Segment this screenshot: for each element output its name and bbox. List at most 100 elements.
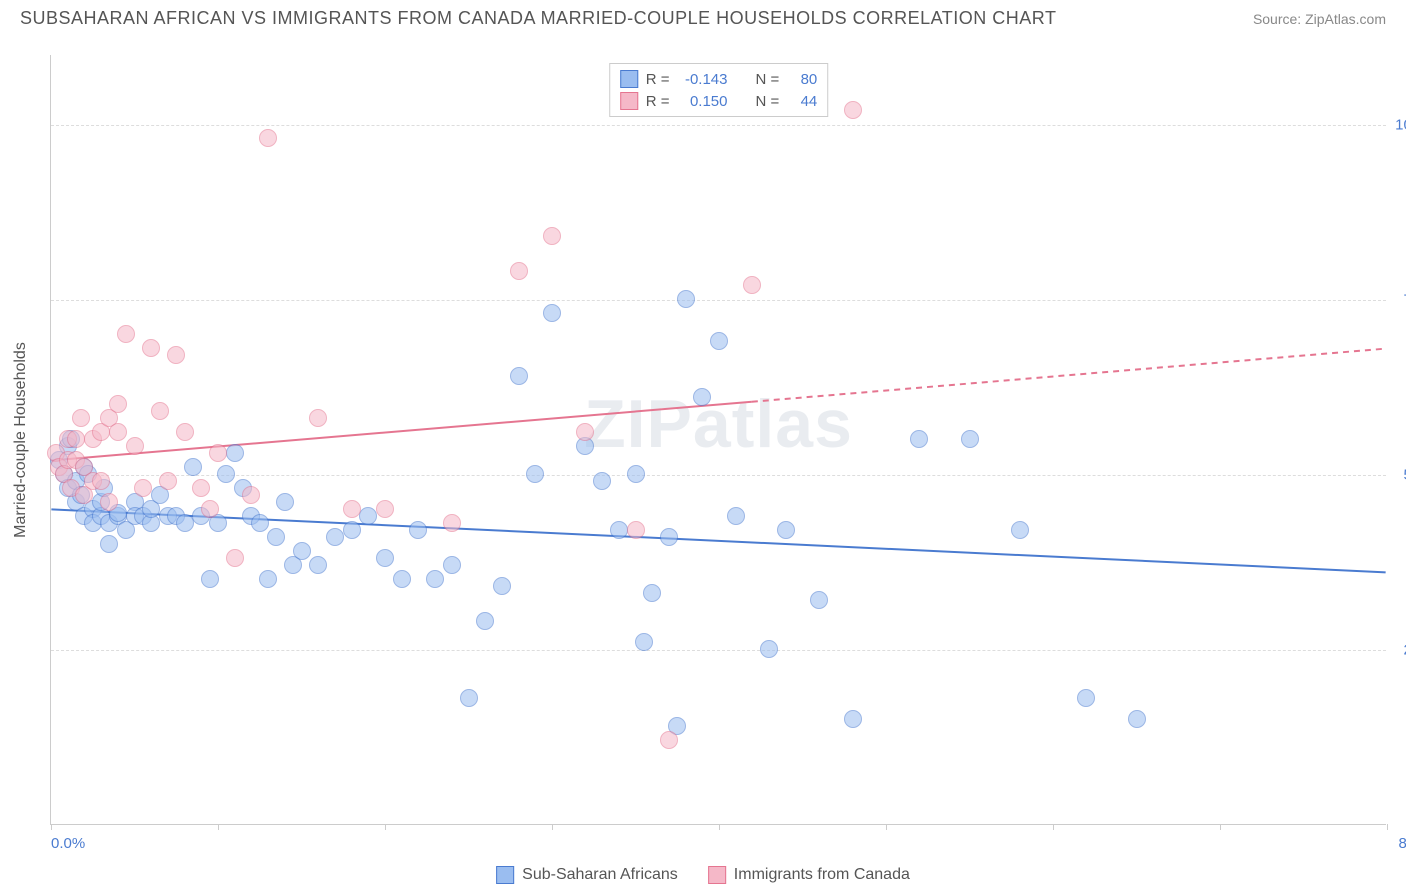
- x-tick-label: 0.0%: [51, 835, 85, 852]
- scatter-point-subsaharan: [727, 507, 745, 525]
- scatter-point-subsaharan: [309, 556, 327, 574]
- scatter-point-canada: [176, 423, 194, 441]
- chart-title: SUBSAHARAN AFRICAN VS IMMIGRANTS FROM CA…: [20, 8, 1056, 29]
- scatter-point-canada: [159, 472, 177, 490]
- scatter-point-canada: [92, 472, 110, 490]
- scatter-point-subsaharan: [267, 528, 285, 546]
- legend-swatch: [708, 866, 726, 884]
- scatter-point-canada: [192, 479, 210, 497]
- scatter-point-subsaharan: [844, 710, 862, 728]
- scatter-point-subsaharan: [293, 542, 311, 560]
- scatter-point-canada: [100, 493, 118, 511]
- x-tick: [51, 824, 52, 830]
- scatter-point-canada: [343, 500, 361, 518]
- scatter-point-subsaharan: [510, 367, 528, 385]
- scatter-point-subsaharan: [593, 472, 611, 490]
- y-tick-label: 50.0%: [1391, 467, 1406, 484]
- scatter-point-canada: [844, 101, 862, 119]
- x-tick: [218, 824, 219, 830]
- scatter-point-subsaharan: [201, 570, 219, 588]
- scatter-point-canada: [242, 486, 260, 504]
- x-tick: [1053, 824, 1054, 830]
- x-tick: [1387, 824, 1388, 830]
- scatter-point-subsaharan: [677, 290, 695, 308]
- source-attribution: Source: ZipAtlas.com: [1253, 11, 1386, 27]
- scatter-point-subsaharan: [176, 514, 194, 532]
- r-label: R =: [646, 71, 670, 88]
- scatter-point-subsaharan: [251, 514, 269, 532]
- y-tick-label: 25.0%: [1391, 642, 1406, 659]
- r-value: 0.150: [678, 93, 728, 110]
- y-tick-label: 75.0%: [1391, 292, 1406, 309]
- scatter-point-subsaharan: [1128, 710, 1146, 728]
- scatter-point-subsaharan: [393, 570, 411, 588]
- scatter-point-canada: [151, 402, 169, 420]
- y-axis-label: Married-couple Households: [12, 342, 30, 538]
- scatter-point-subsaharan: [276, 493, 294, 511]
- x-tick: [1220, 824, 1221, 830]
- scatter-chart: Married-couple Households ZIPatlas R =-0…: [50, 55, 1386, 825]
- scatter-point-subsaharan: [426, 570, 444, 588]
- legend-item: Immigrants from Canada: [708, 866, 910, 884]
- n-value: 80: [787, 71, 817, 88]
- scatter-point-canada: [72, 409, 90, 427]
- legend-label: Immigrants from Canada: [734, 866, 910, 884]
- scatter-point-canada: [117, 325, 135, 343]
- trendline-dashed-canada: [752, 349, 1386, 402]
- legend-swatch: [496, 866, 514, 884]
- scatter-point-canada: [510, 262, 528, 280]
- y-tick-label: 100.0%: [1391, 117, 1406, 134]
- legend-swatch: [620, 92, 638, 110]
- x-tick: [886, 824, 887, 830]
- scatter-point-canada: [109, 395, 127, 413]
- scatter-point-subsaharan: [493, 577, 511, 595]
- scatter-point-canada: [134, 479, 152, 497]
- legend-label: Sub-Saharan Africans: [522, 866, 678, 884]
- trendlines-layer: [51, 55, 1386, 824]
- stat-legend-row: R = -0.143 N = 80: [620, 68, 818, 90]
- correlation-stats-legend: R = -0.143 N = 80 R = 0.150 N = 44: [609, 63, 829, 117]
- legend-item: Sub-Saharan Africans: [496, 866, 678, 884]
- scatter-point-subsaharan: [184, 458, 202, 476]
- scatter-point-subsaharan: [777, 521, 795, 539]
- scatter-point-subsaharan: [217, 465, 235, 483]
- scatter-point-canada: [67, 430, 85, 448]
- scatter-point-subsaharan: [910, 430, 928, 448]
- scatter-point-subsaharan: [443, 556, 461, 574]
- scatter-point-subsaharan: [627, 465, 645, 483]
- scatter-point-subsaharan: [610, 521, 628, 539]
- scatter-point-canada: [201, 500, 219, 518]
- scatter-point-subsaharan: [326, 528, 344, 546]
- x-tick: [552, 824, 553, 830]
- gridline-horizontal: [51, 650, 1386, 651]
- scatter-point-subsaharan: [376, 549, 394, 567]
- scatter-point-canada: [126, 437, 144, 455]
- scatter-point-subsaharan: [693, 388, 711, 406]
- n-label: N =: [756, 93, 780, 110]
- gridline-horizontal: [51, 125, 1386, 126]
- r-value: -0.143: [678, 71, 728, 88]
- scatter-point-canada: [743, 276, 761, 294]
- x-tick: [719, 824, 720, 830]
- r-label: R =: [646, 93, 670, 110]
- n-value: 44: [787, 93, 817, 110]
- scatter-point-canada: [259, 129, 277, 147]
- scatter-point-canada: [209, 444, 227, 462]
- scatter-point-canada: [167, 346, 185, 364]
- scatter-point-subsaharan: [810, 591, 828, 609]
- scatter-point-canada: [660, 731, 678, 749]
- scatter-point-canada: [576, 423, 594, 441]
- legend-swatch: [620, 70, 638, 88]
- chart-header: SUBSAHARAN AFRICAN VS IMMIGRANTS FROM CA…: [0, 0, 1406, 33]
- scatter-point-subsaharan: [259, 570, 277, 588]
- scatter-point-canada: [142, 339, 160, 357]
- scatter-point-canada: [109, 423, 127, 441]
- x-tick: [385, 824, 386, 830]
- n-label: N =: [756, 71, 780, 88]
- scatter-point-subsaharan: [226, 444, 244, 462]
- scatter-point-subsaharan: [760, 640, 778, 658]
- gridline-horizontal: [51, 475, 1386, 476]
- scatter-point-canada: [543, 227, 561, 245]
- scatter-point-subsaharan: [1011, 521, 1029, 539]
- scatter-point-subsaharan: [476, 612, 494, 630]
